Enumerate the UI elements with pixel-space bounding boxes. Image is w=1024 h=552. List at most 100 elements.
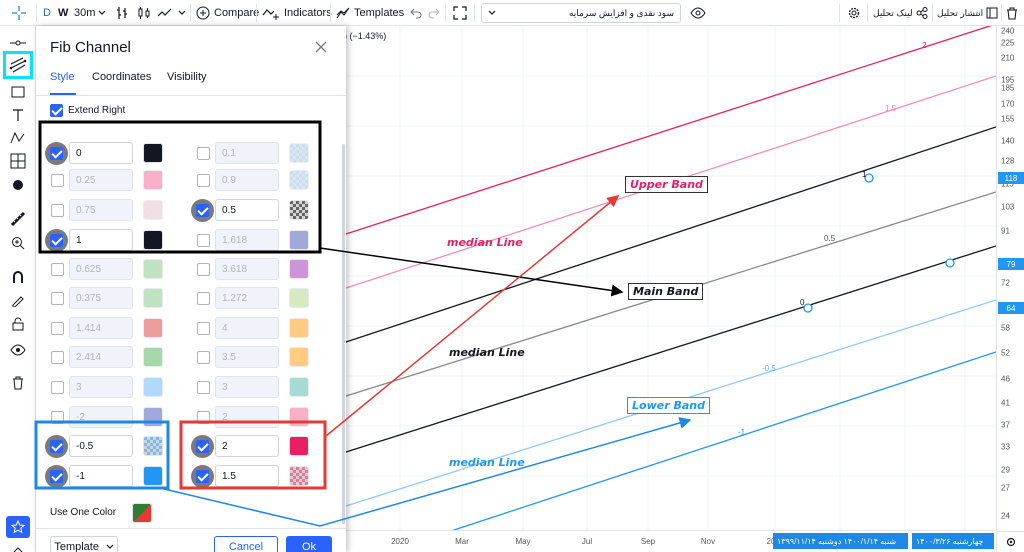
extend-right-checkbox[interactable]: [50, 104, 63, 117]
level-value-input[interactable]: 0.5: [215, 199, 279, 221]
level-color-swatch[interactable]: [143, 200, 163, 220]
level-checkbox[interactable]: [197, 234, 210, 247]
fib-line-1[interactable]: [345, 126, 997, 343]
hide-drawings-tool[interactable]: [6, 339, 30, 361]
level-checkbox[interactable]: [51, 204, 64, 217]
level-value-input[interactable]: 4: [215, 317, 279, 339]
level-value-input[interactable]: 2.414: [69, 346, 133, 368]
brush-tool[interactable]: [6, 174, 30, 196]
level-color-swatch[interactable]: [143, 259, 163, 279]
level-checkbox[interactable]: [50, 470, 63, 483]
interval-dropdown[interactable]: [98, 0, 106, 26]
fullscreen-button[interactable]: [453, 0, 467, 26]
level-checkbox[interactable]: [197, 292, 210, 305]
collapse-toolbar[interactable]: [6, 539, 30, 552]
interval-button[interactable]: 30m: [74, 7, 96, 19]
favorites-tool[interactable]: [6, 516, 30, 538]
level-checkbox[interactable]: [51, 292, 64, 305]
level-color-swatch[interactable]: [143, 318, 163, 338]
layout-select[interactable]: سود نقدی و افزایش سرمایه: [481, 3, 681, 23]
level-value-input[interactable]: 3.5: [215, 346, 279, 368]
bar-style-button[interactable]: [116, 0, 130, 26]
remove-drawings-tool[interactable]: [6, 372, 30, 394]
level-color-swatch[interactable]: [143, 377, 163, 397]
level-checkbox[interactable]: [196, 470, 209, 483]
level-value-input[interactable]: 3.618: [215, 258, 279, 280]
tab-coordinates[interactable]: Coordinates: [92, 71, 152, 83]
level-value-input[interactable]: 1: [69, 229, 133, 251]
level-color-swatch[interactable]: [143, 466, 163, 486]
symbol-w-button[interactable]: W: [58, 7, 69, 19]
lock-tool[interactable]: [6, 313, 30, 335]
use-one-color-swatch[interactable]: [132, 503, 152, 523]
level-value-input[interactable]: -0.5: [69, 435, 133, 457]
delete-button[interactable]: [1006, 0, 1018, 26]
level-color-swatch[interactable]: [289, 143, 309, 163]
level-value-input[interactable]: 0.9: [215, 169, 279, 191]
level-checkbox[interactable]: [51, 381, 64, 394]
level-checkbox[interactable]: [197, 147, 210, 160]
zoom-tool[interactable]: [6, 232, 30, 254]
level-color-swatch[interactable]: [289, 200, 309, 220]
level-checkbox[interactable]: [197, 381, 210, 394]
level-checkbox[interactable]: [197, 263, 210, 276]
level-color-swatch[interactable]: [143, 288, 163, 308]
level-checkbox[interactable]: [50, 147, 63, 160]
fib-line-0[interactable]: [345, 245, 997, 453]
ok-button[interactable]: Ok: [286, 536, 332, 552]
level-checkbox[interactable]: [197, 411, 210, 424]
level-color-swatch[interactable]: [289, 466, 309, 486]
price-axis[interactable]: 240 225 210 195 185 170 155 140 128 115 …: [996, 26, 1024, 531]
chart-type-dropdown[interactable]: [178, 0, 186, 26]
undo-button[interactable]: [410, 0, 422, 26]
dialog-scrollbar[interactable]: [342, 144, 345, 524]
level-value-input[interactable]: 2: [215, 435, 279, 457]
level-color-swatch[interactable]: [289, 259, 309, 279]
level-checkbox[interactable]: [51, 322, 64, 335]
level-color-swatch[interactable]: [143, 230, 163, 250]
measure-tool[interactable]: [6, 208, 30, 230]
line-style-button[interactable]: [157, 0, 173, 26]
level-checkbox[interactable]: [51, 351, 64, 364]
fib-channel-tool[interactable]: [3, 51, 33, 79]
level-color-swatch[interactable]: [289, 318, 309, 338]
prediction-tool[interactable]: [6, 150, 30, 172]
compare-button[interactable]: Compare: [196, 0, 259, 26]
anchor-point-1[interactable]: [864, 173, 874, 183]
tab-style[interactable]: Style: [50, 71, 75, 83]
redo-button[interactable]: [428, 0, 440, 26]
level-color-swatch[interactable]: [289, 288, 309, 308]
level-value-input[interactable]: 3: [215, 376, 279, 398]
analysis-link-button[interactable]: لینک تحلیل: [873, 0, 928, 26]
candles-button[interactable]: [137, 0, 151, 26]
level-color-swatch[interactable]: [289, 230, 309, 250]
level-value-input[interactable]: 0.375: [69, 287, 133, 309]
close-icon[interactable]: [314, 40, 328, 54]
pattern-tool[interactable]: [6, 127, 30, 149]
level-value-input[interactable]: 0.625: [69, 258, 133, 280]
anchor-point-2[interactable]: [945, 258, 955, 268]
trend-line-tool[interactable]: [6, 32, 30, 54]
level-value-input[interactable]: 1.618: [215, 229, 279, 251]
level-value-input[interactable]: -2: [69, 406, 133, 428]
level-checkbox[interactable]: [196, 440, 209, 453]
level-checkbox[interactable]: [50, 440, 63, 453]
level-color-swatch[interactable]: [289, 407, 309, 427]
magnet-tool[interactable]: [6, 266, 30, 288]
level-color-swatch[interactable]: [143, 143, 163, 163]
level-color-swatch[interactable]: [289, 436, 309, 456]
templates-button[interactable]: Templates: [336, 0, 404, 26]
level-value-input[interactable]: 1.414: [69, 317, 133, 339]
axis-settings-button[interactable]: [996, 531, 1024, 552]
crosshair-tool[interactable]: [10, 0, 28, 26]
level-color-swatch[interactable]: [289, 347, 309, 367]
level-value-input[interactable]: -1: [69, 465, 133, 487]
level-value-input[interactable]: 1.5: [215, 465, 279, 487]
level-checkbox[interactable]: [197, 174, 210, 187]
level-color-swatch[interactable]: [289, 377, 309, 397]
level-value-input[interactable]: 0.25: [69, 169, 133, 191]
level-color-swatch[interactable]: [143, 347, 163, 367]
level-color-swatch[interactable]: [143, 170, 163, 190]
level-value-input[interactable]: 2: [215, 406, 279, 428]
level-color-swatch[interactable]: [143, 436, 163, 456]
